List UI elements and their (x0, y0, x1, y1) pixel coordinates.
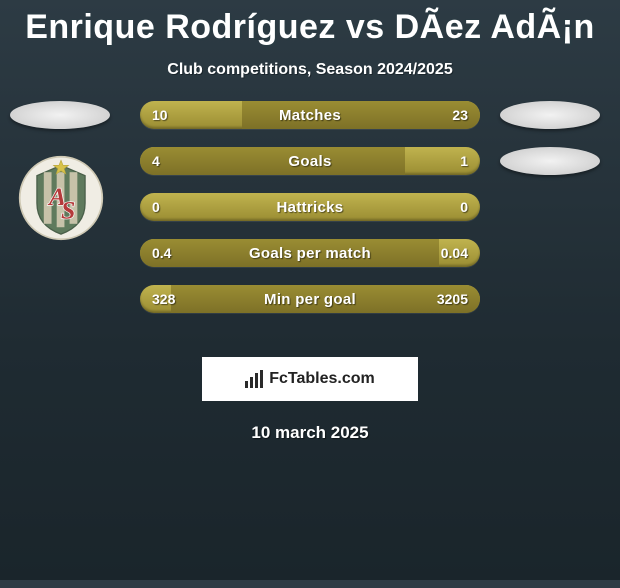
stat-bar: Hattricks0 0 (140, 193, 480, 221)
stat-value-right: 1 (460, 147, 468, 175)
right-player-ellipse (500, 147, 600, 175)
stat-value-left: 0 (152, 193, 160, 221)
stats-area: A S Matches10 23 Goals4 1 Hattricks0 0 Goals p… (0, 101, 620, 341)
stat-label: Hattricks (140, 193, 480, 221)
stat-value-left: 0.4 (152, 239, 171, 267)
subtitle: Club competitions, Season 2024/2025 (0, 61, 620, 79)
date-text: 10 march 2025 (0, 423, 620, 443)
stat-value-left: 10 (152, 101, 168, 129)
right-player-ellipse (500, 101, 600, 129)
stat-bar: Goals per match0.4 0.04 (140, 239, 480, 267)
stat-bar: Matches10 23 (140, 101, 480, 129)
stat-bar: Min per goal328 3205 (140, 285, 480, 313)
stat-bars: Matches10 23 Goals4 1 Hattricks0 0 Goals per m… (140, 101, 480, 331)
brand-text: FcTables.com (269, 370, 375, 388)
stat-label: Matches (140, 101, 480, 129)
svg-text:S: S (61, 196, 75, 225)
stat-value-right: 0.04 (441, 239, 468, 267)
club-shield-icon: A S (18, 155, 104, 241)
stat-label: Goals per match (140, 239, 480, 267)
stat-value-left: 4 (152, 147, 160, 175)
left-player-ellipse (10, 101, 110, 129)
stat-value-right: 3205 (437, 285, 468, 313)
stat-value-right: 0 (460, 193, 468, 221)
stat-value-left: 328 (152, 285, 175, 313)
page-title: Enrique Rodríguez vs DÃ­ez AdÃ¡n (0, 8, 620, 47)
chart-icon (245, 370, 263, 388)
brand-box[interactable]: FcTables.com (202, 357, 418, 401)
stat-label: Goals (140, 147, 480, 175)
stat-bar: Goals4 1 (140, 147, 480, 175)
stat-value-right: 23 (452, 101, 468, 129)
stat-label: Min per goal (140, 285, 480, 313)
